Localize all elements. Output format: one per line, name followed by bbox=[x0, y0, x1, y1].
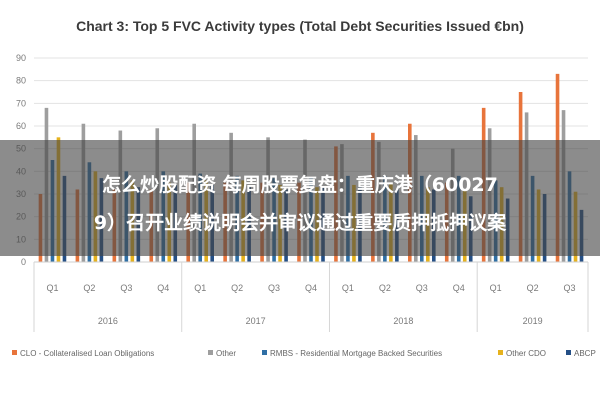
y-tick-label: 80 bbox=[16, 76, 26, 86]
year-label: 2016 bbox=[98, 316, 118, 326]
legend-label: Other CDO bbox=[506, 349, 546, 358]
x-tick-label: Q2 bbox=[527, 283, 539, 293]
x-tick-label: Q4 bbox=[453, 283, 465, 293]
x-tick-label: Q3 bbox=[120, 283, 132, 293]
legend-label: Other bbox=[216, 349, 236, 358]
legend-label: CLO - Collateralised Loan Obligations bbox=[20, 349, 154, 358]
x-tick-label: Q3 bbox=[268, 283, 280, 293]
overlay-line-2: 9）召开业绩说明会并审议通过重要质押抵押议案 bbox=[93, 212, 507, 234]
y-tick-label: 70 bbox=[16, 98, 26, 108]
year-label: 2018 bbox=[393, 316, 413, 326]
legend-swatch bbox=[498, 350, 503, 355]
legend-swatch bbox=[12, 350, 17, 355]
year-label: 2017 bbox=[246, 316, 266, 326]
legend: CLO - Collateralised Loan Obligations Oth… bbox=[12, 349, 596, 358]
x-tick-label: Q1 bbox=[46, 283, 58, 293]
y-tick-label: 60 bbox=[16, 121, 26, 131]
x-tick-label: Q1 bbox=[194, 283, 206, 293]
y-tick-label: 0 bbox=[21, 257, 26, 267]
x-tick-label: Q4 bbox=[157, 283, 169, 293]
legend-swatch bbox=[262, 350, 267, 355]
x-tick-label: Q1 bbox=[342, 283, 354, 293]
x-tick-label: Q3 bbox=[564, 283, 576, 293]
x-tick-label: Q4 bbox=[305, 283, 317, 293]
y-tick-label: 90 bbox=[16, 53, 26, 63]
legend-label: RMBS - Residential Mortgage Backed Secur… bbox=[270, 349, 442, 358]
overlay-banner: 怎么炒股配资 每周股票复盘：重庆港（60027 9）召开业绩说明会并审议通过重要… bbox=[0, 140, 600, 256]
overlay-line-1: 怎么炒股配资 每周股票复盘：重庆港（60027 bbox=[102, 174, 498, 196]
legend-swatch bbox=[208, 350, 213, 355]
x-tick-label: Q2 bbox=[83, 283, 95, 293]
chart-title: Chart 3: Top 5 FVC Activity types (Total… bbox=[76, 18, 524, 34]
legend-swatch bbox=[566, 350, 571, 355]
year-label: 2019 bbox=[523, 316, 543, 326]
x-axis-ticks: Q1 Q2 Q3 Q4 Q1 Q2 Q3 Q4 Q1 Q2 Q3 Q4 Q1 Q2 Q3 bbox=[34, 261, 588, 293]
x-tick-label: Q3 bbox=[416, 283, 428, 293]
x-tick-label: Q1 bbox=[490, 283, 502, 293]
x-tick-label: Q2 bbox=[379, 283, 391, 293]
legend-label: ABCP bbox=[574, 349, 596, 358]
year-labels: 2016 2017 2018 2019 bbox=[33, 262, 589, 332]
x-tick-label: Q2 bbox=[231, 283, 243, 293]
